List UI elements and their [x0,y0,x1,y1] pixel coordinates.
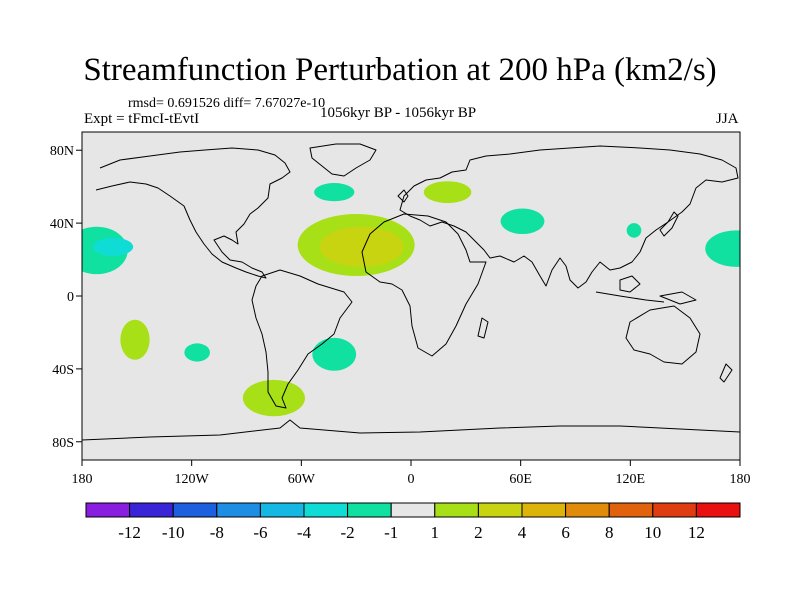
colorbar-label: -6 [253,523,267,542]
colorbar-label: 10 [644,523,661,542]
colorbar-swatch [347,502,392,518]
anomaly-south-america-negative [312,337,357,371]
axis-ticks [76,149,741,466]
x-tick-label: 60E [509,472,532,487]
colorbar-label: -12 [118,523,141,542]
colorbar-swatch [521,502,567,518]
colorbar-swatch [652,502,697,518]
colorbar: -12 -10 -8 -6 -4 -2 -1 1 2 4 6 8 10 12 [85,502,741,542]
y-tick-label: 40N [50,217,74,232]
map-background [82,132,740,460]
x-tick-label: 180 [72,472,93,487]
x-tick-label: 0 [408,472,415,487]
colorbar-label: 2 [474,523,483,542]
colorbar-swatch [259,502,305,518]
coast-british-isles [397,189,409,203]
y-tick-label: 0 [67,290,74,305]
anomaly-europe-positive [423,181,472,204]
colorbar-swatch [216,502,261,518]
anomaly-north-atlantic-core [319,226,404,267]
colorbar-label: -4 [297,523,312,542]
rmsd-diff-label: rmsd= 0.691526 diff= 7.67027e-10 [128,96,326,111]
colorbar-swatch [608,502,654,518]
chart-title: Streamfunction Perturbation at 200 hPa (… [83,52,717,88]
coast-new-zealand [719,363,733,383]
anomaly-east-asia-negative [626,223,642,238]
coast-africa [361,213,487,357]
coast-greenland [309,143,377,177]
colorbar-swatch [477,502,523,518]
y-tick-label: 80N [50,144,74,159]
coast-indonesia [595,291,665,303]
anomaly-west-pacific-negative [705,230,740,267]
colorbar-swatch [434,502,479,518]
coast-new-guinea [659,291,697,305]
coast-australia [625,305,701,365]
colorbar-swatch [565,502,610,518]
colorbar-label: -1 [384,523,398,542]
coastlines [82,143,740,441]
x-tick-label: 60W [288,472,316,487]
season-label: JJA [716,111,739,127]
coast-north-america [95,147,291,279]
anomaly-north-atlantic-negative [314,183,355,202]
colorbar-label: 8 [605,523,614,542]
y-tick-label: 80S [52,436,74,451]
colorbar-label: 4 [518,523,527,542]
colorbar-label: 1 [431,523,440,542]
anomaly-east-pacific-core [92,237,134,256]
coast-antarctica [82,419,740,441]
colorbar-swatch [390,502,436,518]
colorbar-swatch [85,502,131,518]
colorbar-swatch [172,502,218,518]
anomaly-central-asia-negative [500,208,545,235]
experiment-label: Expt = tFmcI-tEvtI [84,111,200,127]
colorbar-swatch [695,502,741,518]
colorbar-label: 12 [688,523,705,542]
anomaly-south-pacific-positive [120,319,150,360]
coast-madagascar [477,317,489,339]
anomaly-southern-ocean-positive [242,379,305,417]
anomaly-south-pacific-negative [184,343,210,362]
x-tick-label: 180 [730,472,751,487]
colorbar-label: -10 [162,523,185,542]
x-tick-label: 120E [616,472,646,487]
axis-tick-labels: 180 120W 60W 0 60E 120E 180 80N 40N 0 40S 80S [50,144,751,487]
coast-south-america [251,269,353,409]
coast-eurasia [399,145,739,289]
coast-borneo [619,275,641,293]
coast-japan [659,211,679,237]
period-label: 1056kyr BP - 1056kyr BP [320,105,477,121]
colorbar-swatch [303,502,349,518]
colorbar-label: -2 [341,523,355,542]
colorbar-label: -8 [210,523,224,542]
colorbar-label: 6 [561,523,570,542]
x-tick-label: 120W [175,472,210,487]
y-tick-label: 40S [52,363,74,378]
colorbar-swatch [129,502,174,518]
